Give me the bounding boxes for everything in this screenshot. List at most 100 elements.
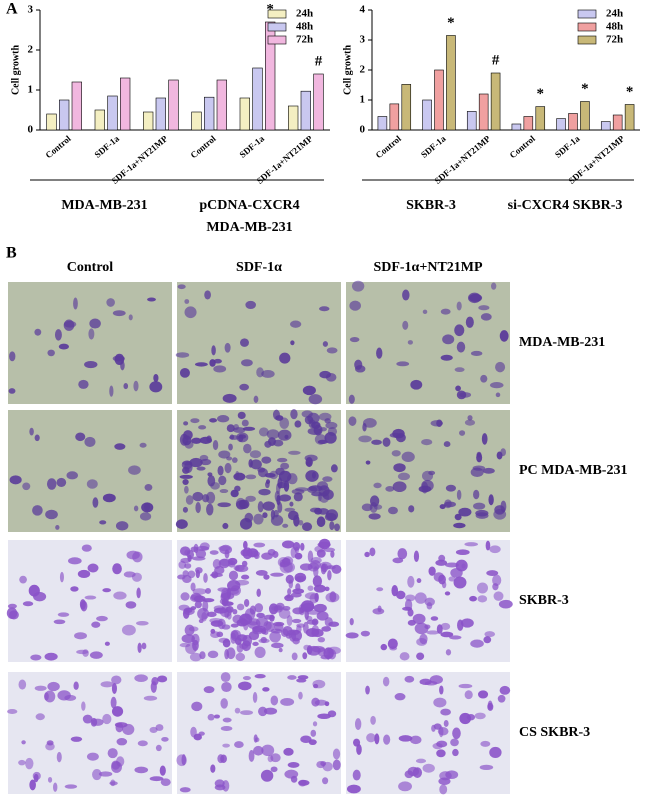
cell bbox=[254, 674, 266, 679]
cell bbox=[330, 550, 335, 558]
cell bbox=[432, 742, 443, 750]
cell bbox=[354, 718, 362, 730]
cell bbox=[486, 570, 499, 576]
cell bbox=[56, 751, 62, 763]
cell bbox=[294, 575, 306, 582]
y-tick-label: 4 bbox=[360, 4, 366, 16]
cell bbox=[212, 559, 222, 569]
cell bbox=[298, 519, 304, 526]
cell bbox=[206, 491, 216, 504]
cell bbox=[445, 484, 456, 492]
cell bbox=[360, 630, 370, 637]
cell bbox=[488, 494, 494, 506]
cell bbox=[74, 632, 87, 640]
cell bbox=[311, 628, 324, 638]
cell bbox=[469, 595, 477, 602]
cell bbox=[29, 779, 36, 791]
cell bbox=[30, 654, 42, 661]
micrograph-bg bbox=[8, 672, 172, 794]
cell bbox=[392, 428, 405, 439]
cell bbox=[270, 509, 276, 520]
cell bbox=[404, 770, 414, 779]
cell bbox=[312, 679, 326, 689]
cell bbox=[281, 540, 295, 549]
micrograph bbox=[345, 540, 513, 662]
cell bbox=[104, 641, 110, 646]
cell bbox=[323, 647, 334, 660]
cell bbox=[180, 557, 191, 564]
cell bbox=[440, 622, 451, 631]
cell bbox=[497, 694, 506, 703]
cell bbox=[184, 485, 189, 494]
cell bbox=[160, 778, 171, 786]
cell bbox=[35, 713, 45, 721]
row-label: MDA-MB-231 bbox=[519, 335, 605, 350]
cell bbox=[92, 497, 99, 508]
cell bbox=[270, 766, 278, 773]
cell bbox=[22, 601, 34, 607]
cell bbox=[230, 623, 239, 628]
cell bbox=[290, 340, 295, 346]
bar bbox=[401, 84, 412, 131]
group-label: MDA-MB-231 bbox=[206, 220, 292, 235]
cell bbox=[324, 512, 337, 522]
cell bbox=[458, 683, 473, 689]
cell bbox=[221, 681, 232, 693]
cell bbox=[211, 345, 216, 356]
cell bbox=[332, 748, 341, 760]
cell bbox=[288, 450, 301, 455]
bar bbox=[511, 123, 522, 131]
cell bbox=[398, 735, 413, 742]
cell bbox=[279, 559, 285, 568]
column-header: SDF-1α+NT21MP bbox=[373, 260, 483, 275]
cell bbox=[290, 592, 302, 598]
cell bbox=[198, 731, 205, 736]
cell bbox=[306, 645, 321, 656]
cell bbox=[385, 486, 395, 492]
cell bbox=[56, 477, 67, 487]
cell bbox=[307, 585, 314, 591]
cell bbox=[489, 382, 504, 389]
cell bbox=[330, 464, 338, 473]
cell bbox=[217, 502, 231, 508]
cell bbox=[32, 505, 43, 516]
cell bbox=[216, 631, 224, 638]
cell bbox=[382, 437, 391, 447]
micrograph bbox=[346, 672, 511, 795]
bar bbox=[580, 101, 590, 131]
cell bbox=[402, 606, 413, 611]
bar bbox=[568, 113, 578, 131]
cell bbox=[349, 336, 360, 343]
micrograph bbox=[6, 540, 172, 662]
cell bbox=[256, 612, 265, 619]
cell bbox=[398, 781, 412, 792]
cell bbox=[321, 626, 332, 632]
cell bbox=[81, 701, 86, 711]
cell bbox=[282, 606, 291, 611]
cell bbox=[459, 430, 466, 436]
bar bbox=[120, 77, 131, 131]
cell bbox=[459, 712, 472, 725]
cell bbox=[70, 586, 79, 592]
cell bbox=[436, 749, 446, 758]
cell bbox=[311, 697, 320, 707]
legend-swatch bbox=[577, 9, 597, 19]
cell bbox=[53, 782, 58, 792]
cell bbox=[147, 297, 156, 302]
cell bbox=[47, 349, 55, 357]
cell bbox=[266, 429, 280, 440]
cell bbox=[195, 501, 201, 514]
cell bbox=[260, 769, 274, 782]
micrograph bbox=[8, 410, 172, 532]
cell bbox=[297, 675, 309, 680]
cell bbox=[234, 637, 242, 645]
cell bbox=[98, 771, 113, 777]
cell bbox=[295, 583, 301, 592]
cell bbox=[218, 637, 230, 644]
cell bbox=[277, 457, 288, 463]
cell bbox=[277, 477, 283, 489]
cell bbox=[324, 432, 337, 444]
bar bbox=[535, 106, 546, 131]
cell bbox=[110, 779, 116, 787]
